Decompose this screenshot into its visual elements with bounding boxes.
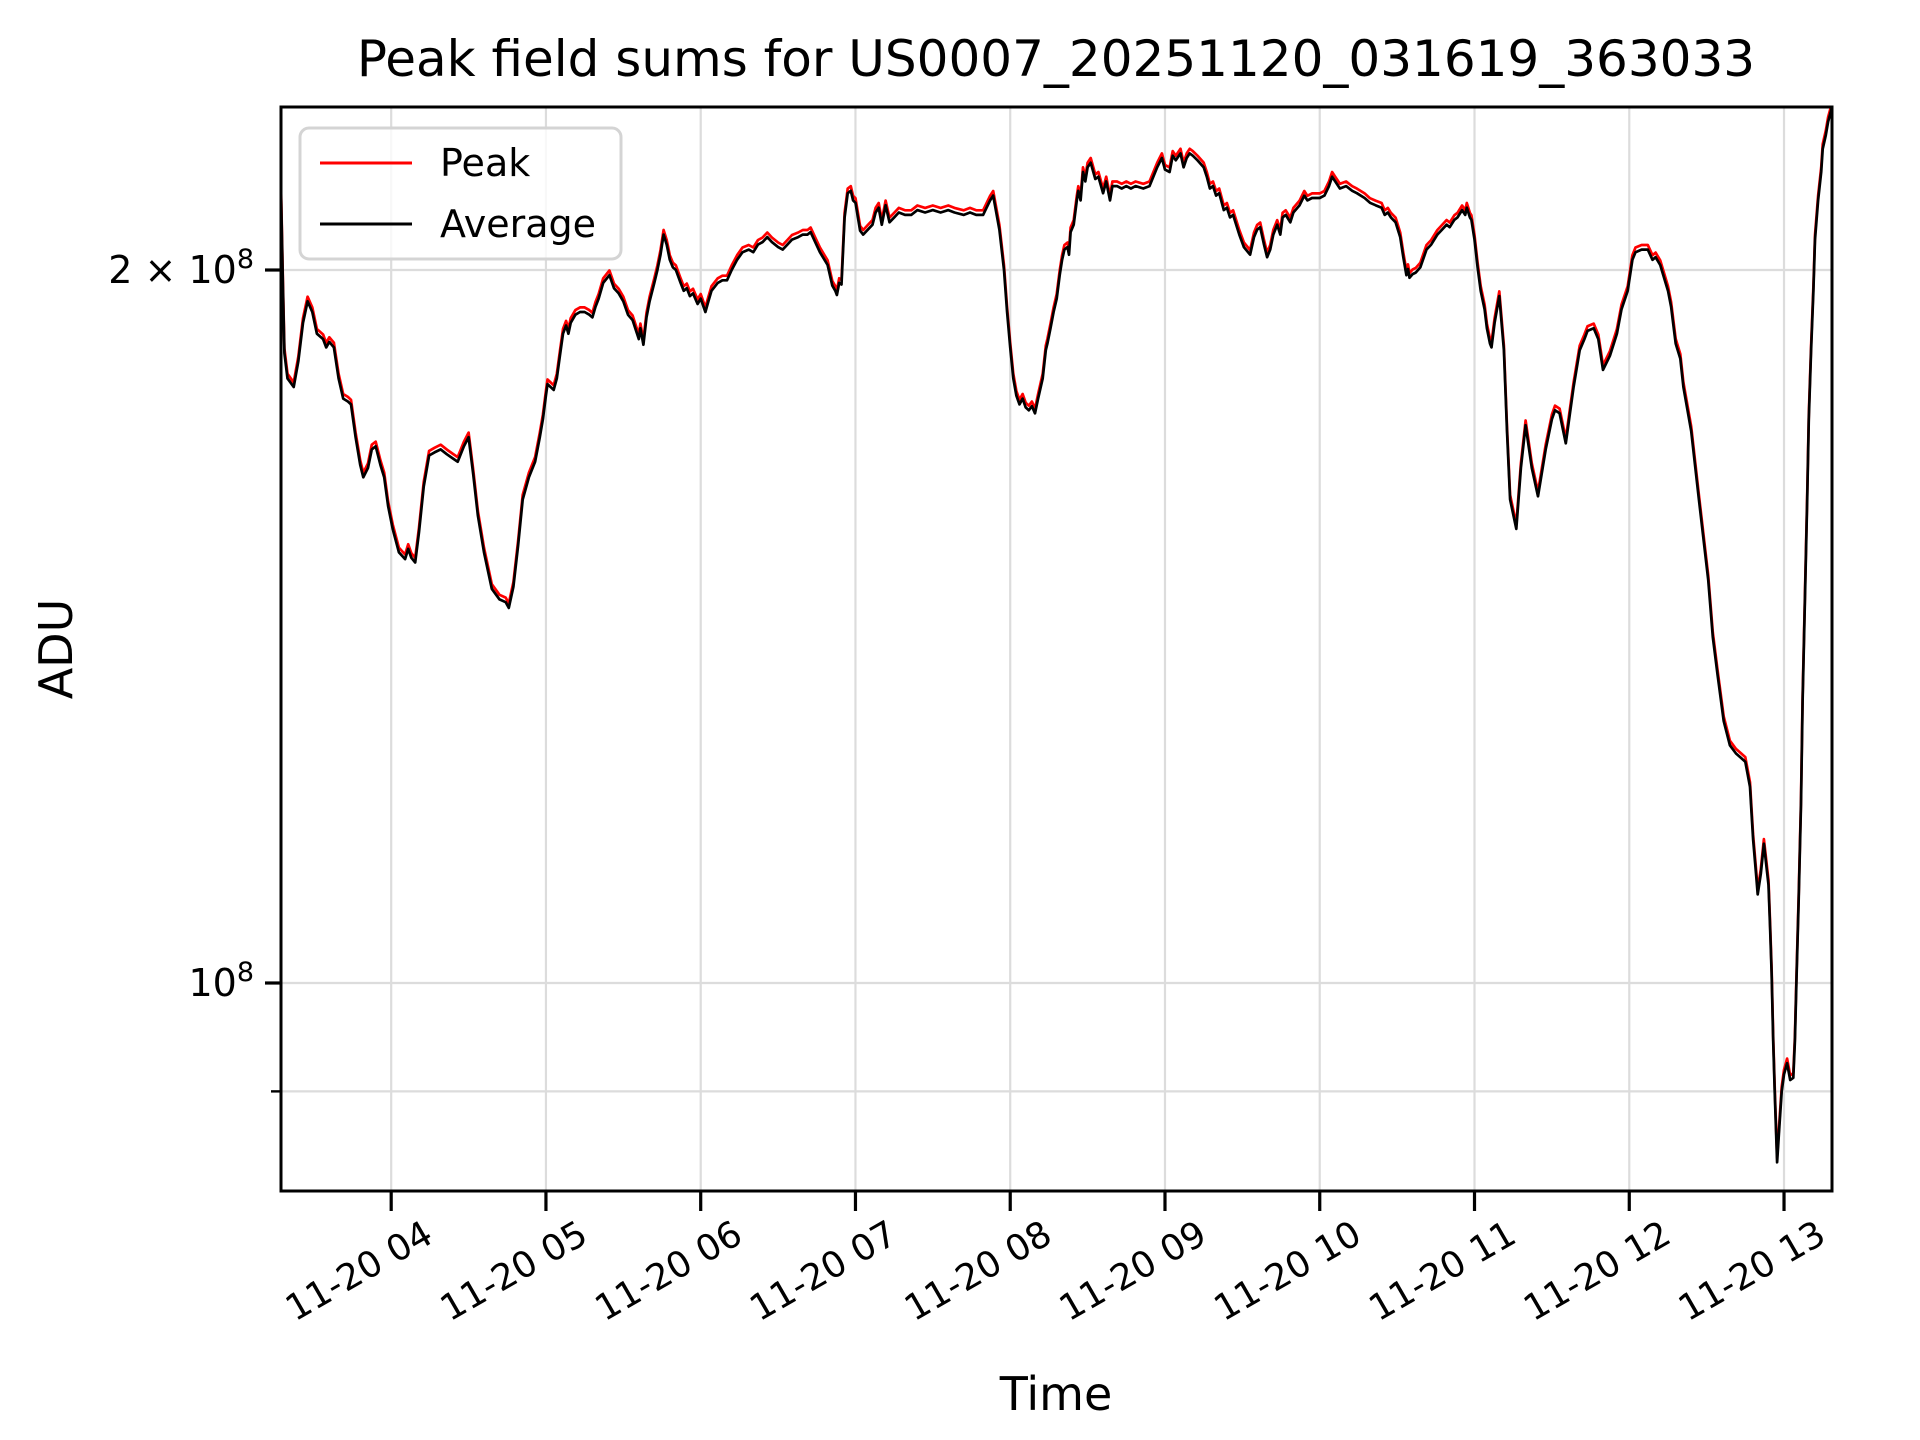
legend: Peak Average [298, 126, 623, 261]
legend-box [298, 126, 623, 261]
y-tick-label: 108 [188, 957, 254, 1005]
data-series [281, 107, 1832, 1164]
y-axis-ticks: 2 × 108 108 [108, 244, 281, 1093]
y-axis-label: ADU [29, 599, 83, 700]
chart-title: Peak field sums for US0007_20251120_0316… [357, 30, 1755, 88]
legend-label-peak: Peak [440, 141, 530, 185]
legend-label-average: Average [440, 202, 596, 246]
plot-border [279, 105, 1834, 1193]
x-axis-label: Time [999, 1367, 1113, 1421]
average-line [281, 107, 1832, 1164]
y-tick-label: 2 × 108 [108, 244, 254, 292]
gridlines [281, 107, 1832, 1191]
